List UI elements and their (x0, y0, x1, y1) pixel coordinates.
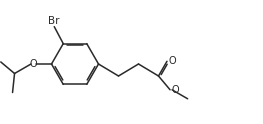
Text: O: O (171, 85, 179, 95)
Text: Br: Br (48, 16, 59, 26)
Text: O: O (168, 56, 176, 66)
Text: O: O (30, 59, 37, 69)
